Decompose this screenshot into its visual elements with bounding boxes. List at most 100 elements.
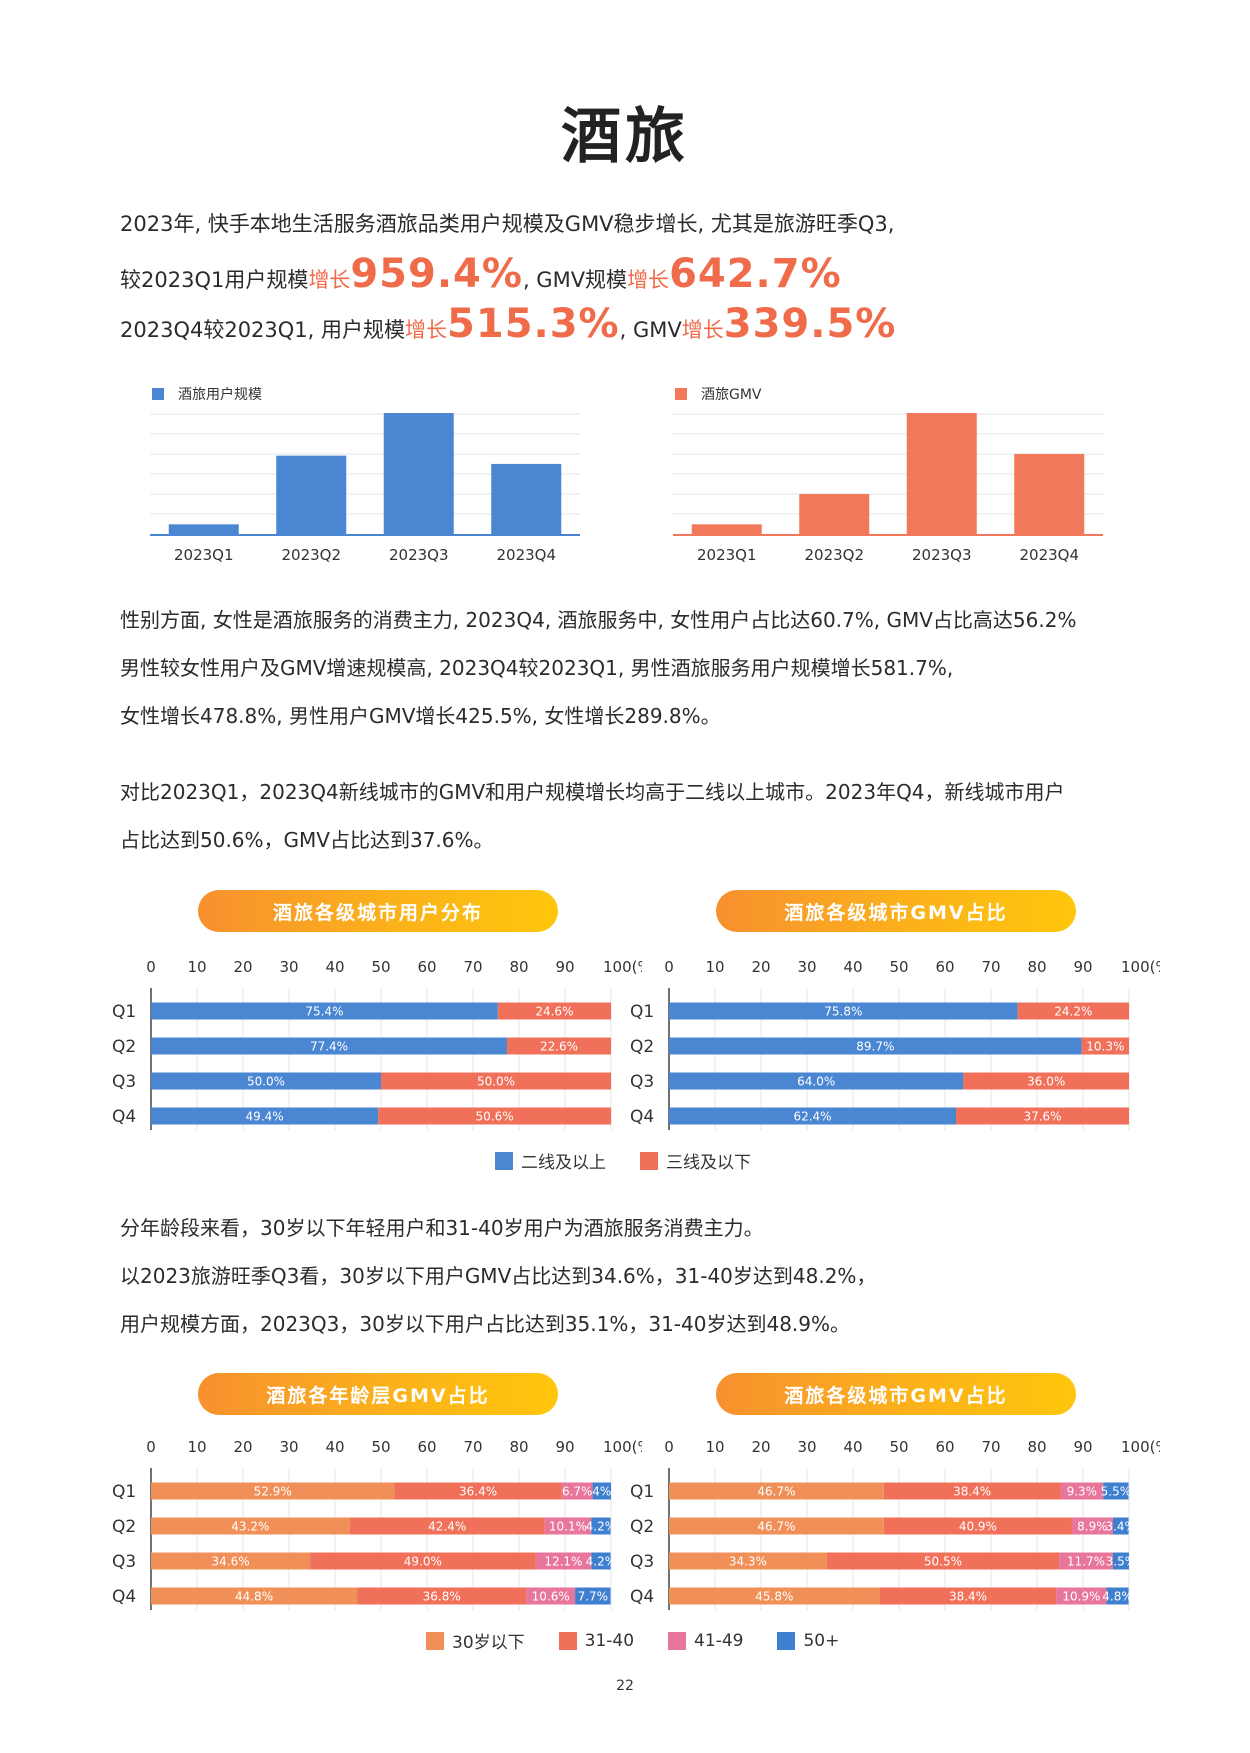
x-tick-label: 90: [1073, 1438, 1092, 1456]
data-label: 12.1%: [544, 1555, 582, 1569]
x-tick-label: 2023Q4: [496, 546, 556, 564]
x-tick-label: 40: [325, 1438, 344, 1456]
data-label: 4.2%: [586, 1555, 617, 1569]
data-label: 64.0%: [797, 1075, 835, 1089]
age-gmv-stacked-chart: 0 10 20 30 40 50 60 70 80 90 100(%) Q1 52.9% 36.4% 6.7…: [112, 1438, 642, 1610]
data-label: 10.3%: [1086, 1040, 1124, 1054]
segment-50+: [1112, 1517, 1129, 1535]
y-tick-label: Q4: [630, 1587, 654, 1607]
x-tick-label: 10: [187, 1438, 206, 1456]
intro-text: , GMV: [619, 318, 682, 342]
city-user-chart-title: 酒旅各级城市用户分布: [198, 890, 558, 932]
x-tick-label: 30: [797, 958, 816, 976]
city-paragraph: 对比2023Q1，2023Q4新线城市的GMV和用户规模增长均高于二线以上城市。…: [120, 768, 1150, 864]
data-label: 45.8%: [755, 1590, 793, 1604]
data-label: 40.9%: [959, 1520, 997, 1534]
paragraph-line: 女性增长478.8%, 男性用户GMV增长425.5%, 女性增长289.8%。: [120, 704, 721, 728]
data-label: 46.7%: [757, 1485, 795, 1499]
data-label: 3.4%: [1105, 1520, 1136, 1534]
segment-50+: [591, 1552, 611, 1570]
data-label: 4.8%: [1102, 1590, 1133, 1604]
x-tick-label: 0: [146, 958, 156, 976]
age-city-gmv-stacked-chart: 0 10 20 30 40 50 60 70 80 90 100(%) Q1 46.7% 38.4% 9.3…: [630, 1438, 1160, 1610]
intro-line-3: 2023Q4较2023Q1, 用户规模增长515.3%, GMV增长339.5%: [120, 304, 1150, 362]
segment-二线及以上: [669, 1072, 964, 1090]
page-title: 酒旅: [561, 102, 689, 172]
data-label: 77.4%: [310, 1040, 348, 1054]
data-label: 10.1%: [549, 1520, 587, 1534]
x-tick-label: 70: [981, 958, 1000, 976]
intro-paragraph: 2023年, 快手本地生活服务酒旅品类用户规模及GMV稳步增长, 尤其是旅游旺季…: [120, 212, 1150, 362]
x-tick-label: 80: [1027, 1438, 1046, 1456]
data-label: 3.5%: [1106, 1555, 1137, 1569]
x-tick-label: 100(%): [1121, 1438, 1160, 1456]
segment-31-40: [826, 1552, 1060, 1570]
x-tick-label: 40: [843, 958, 862, 976]
x-tick-label: 80: [509, 958, 528, 976]
segment-30岁以下: [151, 1482, 395, 1500]
bar-2023Q3: [383, 413, 454, 535]
age-city-gmv-chart-title: 酒旅各级城市GMV占比: [716, 1373, 1076, 1415]
legend-item-under-30: 30岁以下: [426, 1628, 525, 1653]
age-paragraph: 分年龄段来看，30岁以下年轻用户和31-40岁用户为酒旅服务消费主力。 以202…: [120, 1204, 1150, 1348]
paragraph-line: 对比2023Q1，2023Q4新线城市的GMV和用户规模增长均高于二线以上城市。…: [120, 780, 1065, 804]
data-label: 24.6%: [535, 1005, 573, 1019]
data-label: 50.0%: [477, 1075, 515, 1089]
legend-swatch: [668, 1631, 687, 1650]
x-tick-label: 70: [981, 1438, 1000, 1456]
age-gmv-chart-title: 酒旅各年龄层GMV占比: [198, 1373, 558, 1415]
legend-item-50-plus: 50+: [777, 1631, 839, 1651]
x-tick-label: 30: [279, 958, 298, 976]
city-user-stacked-chart: 0 10 20 30 40 50 60 70 80 90 100(%) Q1 75.4% 24.6% Q2 7…: [112, 958, 642, 1130]
y-tick-label: Q4: [112, 1107, 136, 1127]
data-label: 34.3%: [729, 1555, 767, 1569]
segment-三线及以下: [497, 1002, 611, 1020]
data-label: 46.7%: [757, 1520, 795, 1534]
segment-三线及以下: [1017, 1002, 1129, 1020]
x-tick-label: 60: [417, 1438, 436, 1456]
x-tick-label: 30: [279, 1438, 298, 1456]
data-label: 50.0%: [247, 1075, 285, 1089]
data-label: 49.4%: [246, 1110, 284, 1124]
segment-三线及以下: [963, 1072, 1129, 1090]
x-tick-label: 50: [371, 1438, 390, 1456]
segment-三线及以下: [956, 1107, 1129, 1125]
legend-swatch: [495, 1151, 513, 1170]
age-legend: 30岁以下 31-40 41-49 50+: [426, 1628, 873, 1653]
intro-line-1: 2023年, 快手本地生活服务酒旅品类用户规模及GMV稳步增长, 尤其是旅游旺季…: [120, 212, 895, 236]
data-label: 44.8%: [235, 1590, 273, 1604]
segment-41-49: [535, 1552, 592, 1570]
x-tick-label: 2023Q3: [389, 546, 449, 564]
segment-50+: [575, 1587, 611, 1605]
x-tick-label: 2023Q2: [804, 546, 864, 564]
data-label: 10.9%: [1062, 1590, 1100, 1604]
highlight-word: 增长: [627, 268, 670, 292]
x-tick-label: 2023Q1: [174, 546, 234, 564]
data-label: 49.0%: [404, 1555, 442, 1569]
highlight-figure: 959.4%: [350, 251, 523, 297]
data-label: 75.4%: [305, 1005, 343, 1019]
segment-二线及以上: [669, 1002, 1018, 1020]
column-chart-plot: 2023Q1 2023Q2 2023Q3 2023Q4: [673, 413, 1103, 564]
bar-2023Q2: [799, 494, 870, 535]
x-tick-label: 0: [146, 1438, 156, 1456]
segment-三线及以下: [378, 1107, 611, 1125]
highlight-word: 增长: [308, 268, 351, 292]
x-tick-label: 20: [751, 1438, 770, 1456]
data-label: 75.8%: [824, 1005, 862, 1019]
city-legend: 二线及以上 三线及以下: [495, 1148, 785, 1173]
segment-二线及以上: [669, 1107, 957, 1125]
data-label: 89.7%: [856, 1040, 894, 1054]
segment-二线及以上: [151, 1002, 498, 1020]
x-tick-label: 60: [935, 1438, 954, 1456]
x-tick-label: 40: [843, 1438, 862, 1456]
legend-label: 31-40: [584, 1630, 635, 1651]
page-number: 22: [616, 1678, 634, 1694]
legend-item-41-49: 41-49: [668, 1631, 743, 1651]
intro-text: 较2023Q1用户规模: [120, 268, 309, 292]
y-tick-label: Q3: [112, 1552, 136, 1572]
data-label: 22.6%: [540, 1040, 578, 1054]
paragraph-line: 分年龄段来看，30岁以下年轻用户和31-40岁用户为酒旅服务消费主力。: [120, 1216, 764, 1240]
segment-50+: [591, 1517, 611, 1535]
x-tick-label: 0: [664, 1438, 674, 1456]
